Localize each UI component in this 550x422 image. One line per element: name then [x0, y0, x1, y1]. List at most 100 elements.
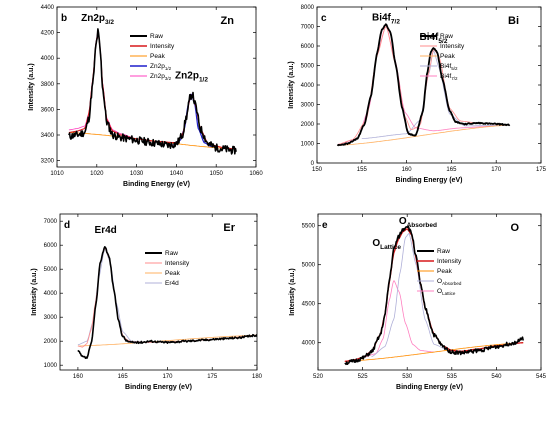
plot-frame [317, 213, 542, 371]
x-tick-label: 1050 [210, 171, 224, 177]
y-tick-label: 4000 [302, 341, 316, 347]
element-label: Zn [221, 15, 235, 27]
panel-d: 160 165 170 175 180 1000 2000 3000 4000 5000 6000 7… [31, 213, 263, 391]
peak-label-main: O [372, 238, 380, 249]
y-tick-label: 7000 [44, 219, 58, 225]
y-tick-label: 6000 [301, 44, 315, 50]
y-tick-label: 0 [311, 161, 315, 167]
legend-entry-sub: 3/2 [165, 76, 172, 81]
legend-entry-main: Peak [150, 53, 166, 60]
peak-label: OLattice [372, 238, 401, 251]
legend-entry: Raw [165, 250, 178, 257]
peak-label-main: Bi4f [420, 32, 440, 43]
peak-label: Zn2p1/2 [175, 71, 208, 84]
x-tick-label: 170 [162, 374, 173, 380]
legend-entry-main: Zn2p [150, 73, 165, 80]
legend-entry: Zn2p3/2 [150, 73, 172, 81]
y-tick-label: 5000 [301, 64, 315, 70]
y-axis-label: Intensity (a.u.) [288, 61, 295, 108]
x-tick-label: 520 [313, 374, 324, 380]
peak-label-sub: 5/2 [438, 38, 447, 45]
series-line-raw [77, 246, 257, 360]
y-tick-label: 2000 [301, 122, 315, 128]
x-tick-label: 1040 [170, 171, 184, 177]
peak-label-sub: 1/2 [199, 77, 208, 84]
legend-entry: Raw [150, 33, 163, 40]
peak-label: OAbsorbed [399, 216, 437, 229]
series-group [336, 23, 511, 147]
legend-entry-main: Er4d [165, 280, 179, 287]
x-axis-label: Binding Energy (eV) [125, 384, 192, 391]
x-tick-label: 1030 [130, 171, 144, 177]
x-tick-label: 530 [402, 374, 413, 380]
peak-label-main: Bi4f [372, 13, 392, 24]
y-tick-label: 3400 [41, 133, 55, 139]
series-group [68, 28, 237, 155]
legend-entry: Peak [437, 268, 453, 275]
legend-entry-main: Bi4f [440, 73, 451, 80]
legend-entry-main: Peak [165, 270, 181, 277]
series-line-peak [337, 124, 510, 146]
legend-entry-main: Intensity [150, 43, 175, 50]
y-tick-label: 3800 [41, 82, 55, 88]
legend-entry: Intensity [150, 43, 175, 50]
series-line-raw [344, 225, 524, 366]
legend-entry-sub: Lattice [442, 291, 456, 296]
legend-entry: Peak [165, 270, 181, 277]
y-tick-label: 5500 [302, 224, 316, 230]
y-axis-label: Intensity (a.u.) [28, 63, 35, 110]
legend-entry-sub: 1/2 [165, 66, 172, 71]
peak-label-sub: 7/2 [391, 19, 400, 26]
series-line-zn2p3-2 [68, 29, 161, 143]
x-tick-label: 150 [312, 167, 323, 173]
y-tick-label: 3000 [44, 315, 58, 321]
series-line-raw [336, 23, 511, 147]
x-tick-label: 535 [447, 374, 458, 380]
legend-entry: OLattice [437, 288, 456, 296]
legend-entry-main: Raw [440, 33, 453, 40]
y-tick-label: 6000 [44, 243, 58, 249]
plot-frame [59, 213, 258, 371]
panel-letter: c [321, 13, 327, 24]
legend-entry-main: Intensity [440, 43, 465, 50]
y-tick-label: 1000 [44, 363, 58, 369]
y-tick-label: 3000 [301, 103, 315, 109]
plot-frame [316, 6, 542, 164]
legend-entry: Raw [440, 33, 453, 40]
x-tick-label: 160 [73, 374, 84, 380]
x-tick-label: 1010 [50, 171, 64, 177]
legend-entry: Er4d [165, 280, 179, 287]
x-tick-label: 180 [252, 374, 263, 380]
x-tick-label: 1020 [90, 171, 104, 177]
x-axis-label: Binding Energy (eV) [396, 384, 463, 391]
y-tick-label: 4200 [41, 31, 55, 37]
x-tick-label: 165 [118, 374, 129, 380]
x-axis-label: Binding Energy (eV) [396, 177, 463, 184]
x-axis-label: Binding Energy (eV) [123, 181, 190, 188]
x-tick-label: 545 [536, 374, 547, 380]
y-tick-label: 3200 [41, 159, 55, 165]
y-tick-label: 7000 [301, 25, 315, 31]
panel-letter: d [64, 220, 70, 231]
x-tick-label: 165 [446, 167, 457, 173]
legend-entry-main: O [437, 278, 442, 285]
x-tick-label: 1060 [249, 171, 263, 177]
x-tick-label: 160 [402, 167, 413, 173]
peak-label-sub: 3/2 [105, 19, 114, 26]
legend-entry: Bi4f7/2 [440, 73, 458, 81]
peak-label-main: Zn2p [81, 13, 105, 24]
y-tick-label: 5000 [302, 263, 316, 269]
legend-entry: Zn2p1/2 [150, 63, 172, 71]
x-tick-label: 540 [491, 374, 502, 380]
panel-letter: b [61, 13, 67, 24]
legend-entry: Raw [437, 248, 450, 255]
element-label: Er [223, 222, 235, 234]
x-tick-label: 175 [207, 374, 218, 380]
peak-label-sub: Absorbed [407, 222, 437, 229]
peak-label-main: O [399, 216, 407, 227]
legend-entry-main: Intensity [437, 258, 462, 265]
series-group [344, 225, 524, 366]
legend-entry-main: Peak [437, 268, 453, 275]
y-tick-label: 5000 [44, 267, 58, 273]
